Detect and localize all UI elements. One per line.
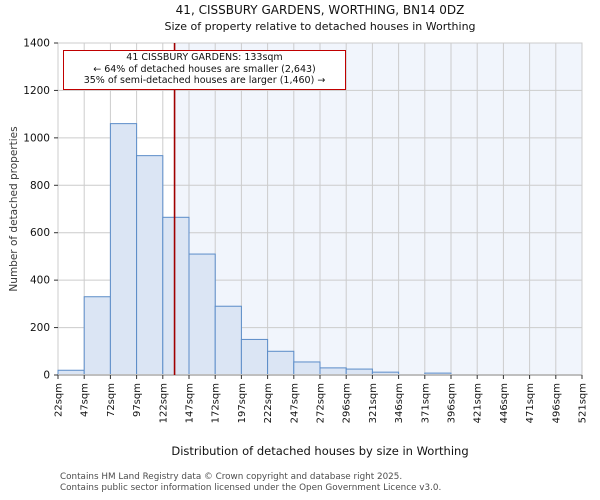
- histogram-bar: [240, 338, 269, 376]
- x-tick-label: 122sqm: [158, 383, 169, 423]
- x-tick-label: 496sqm: [551, 383, 562, 423]
- x-tick-label: 22sqm: [54, 383, 65, 417]
- annotation-line-1: 41 CISSBURY GARDENS: 133sqm: [126, 52, 283, 63]
- x-tick-label: 247sqm: [289, 383, 300, 423]
- x-axis-title: Distribution of detached houses by size …: [171, 444, 469, 458]
- y-tick-label: 1200: [23, 85, 50, 97]
- chart-subtitle: Size of property relative to detached ho…: [164, 20, 476, 33]
- x-tick-label: 97sqm: [132, 383, 143, 417]
- x-tick-label: 371sqm: [420, 383, 431, 423]
- x-tick-label: 421sqm: [473, 383, 484, 423]
- x-tick-label: 172sqm: [211, 383, 222, 423]
- annotation-box: 41 CISSBURY GARDENS: 133sqm ← 64% of det…: [63, 50, 346, 90]
- histogram-bar: [83, 296, 111, 376]
- x-tick-label: 296sqm: [342, 383, 353, 423]
- annotation-line-2: ← 64% of detached houses are smaller (2,…: [93, 63, 316, 75]
- y-axis-title: Number of detached properties: [8, 126, 20, 292]
- y-tick-label: 600: [30, 227, 50, 239]
- y-tick-label: 1000: [23, 132, 50, 144]
- x-tick-label: 72sqm: [106, 383, 117, 417]
- x-tick-label: 396sqm: [447, 383, 458, 423]
- histogram-bar: [214, 305, 242, 376]
- shaded-region-larger-properties: [174, 43, 582, 375]
- y-tick-label: 0: [43, 370, 50, 382]
- x-tick-label: 521sqm: [578, 383, 589, 423]
- annotation-line-3: 35% of semi-detached houses are larger (…: [83, 75, 326, 86]
- chart-title: 41, CISSBURY GARDENS, WORTHING, BN14 0DZ: [175, 3, 465, 17]
- x-tick-label: 222sqm: [263, 383, 274, 423]
- footer-line-1: Contains HM Land Registry data © Crown c…: [60, 472, 403, 482]
- x-tick-label: 471sqm: [525, 383, 536, 423]
- x-tick-label: 197sqm: [237, 383, 248, 423]
- y-tick-label: 1400: [23, 38, 50, 50]
- y-tick-label: 200: [30, 322, 50, 334]
- histogram-bar: [188, 253, 216, 376]
- x-tick-label: 147sqm: [185, 383, 196, 423]
- histogram-bar: [267, 350, 295, 376]
- y-tick-label: 800: [30, 180, 50, 192]
- y-tick-label: 400: [30, 275, 50, 287]
- histogram-bar: [293, 361, 321, 376]
- x-tick-label: 346sqm: [394, 383, 405, 423]
- histogram-bar: [136, 155, 164, 376]
- histogram-bar: [319, 367, 347, 376]
- histogram-bar: [109, 123, 138, 376]
- x-tick-label: 446sqm: [499, 383, 510, 423]
- footer-line-2: Contains public sector information licen…: [60, 483, 442, 493]
- footer: Contains HM Land Registry data © Crown c…: [60, 472, 600, 494]
- x-tick-label: 47sqm: [80, 383, 91, 417]
- x-tick-label: 321sqm: [368, 383, 379, 423]
- histogram-bar: [162, 216, 190, 376]
- x-tick-label: 272sqm: [316, 383, 327, 423]
